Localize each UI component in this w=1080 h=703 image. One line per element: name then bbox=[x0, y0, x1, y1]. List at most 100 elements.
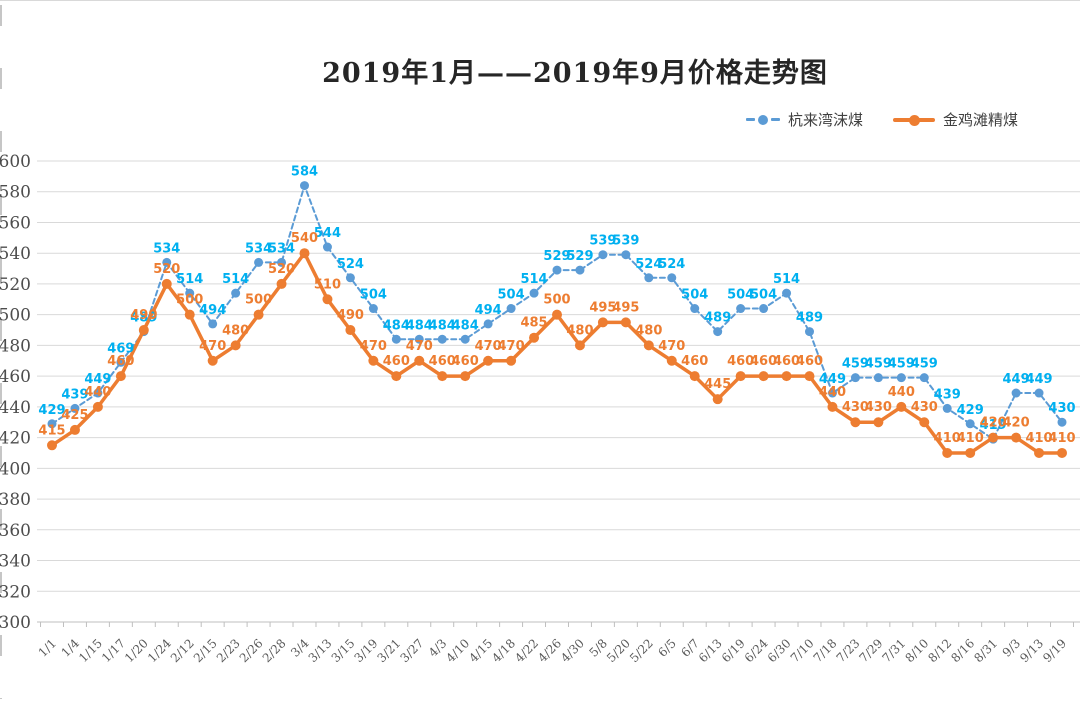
svg-text:540: 540 bbox=[291, 231, 318, 246]
svg-text:540: 540 bbox=[0, 244, 31, 264]
svg-text:4/30: 4/30 bbox=[558, 636, 587, 665]
legend-label-jinjitan: 金鸡滩精煤 bbox=[942, 112, 1018, 129]
legend-item-hanglaiwan[interactable]: 杭来湾沫煤 bbox=[745, 109, 863, 130]
svg-text:600: 600 bbox=[0, 152, 31, 172]
svg-text:8/31: 8/31 bbox=[971, 636, 1000, 665]
svg-text:1/17: 1/17 bbox=[99, 636, 128, 665]
svg-text:539: 539 bbox=[612, 234, 639, 249]
svg-text:534: 534 bbox=[268, 241, 295, 256]
svg-text:489: 489 bbox=[796, 311, 823, 326]
svg-text:439: 439 bbox=[61, 387, 88, 402]
svg-text:2/12: 2/12 bbox=[168, 636, 197, 665]
legend: 杭来湾沫煤 金鸡滩精煤 bbox=[745, 109, 1018, 130]
svg-text:459: 459 bbox=[911, 357, 938, 372]
svg-text:459: 459 bbox=[842, 357, 869, 372]
svg-text:504: 504 bbox=[750, 288, 777, 303]
svg-text:504: 504 bbox=[498, 288, 525, 303]
svg-text:430: 430 bbox=[865, 400, 892, 415]
svg-text:9/19: 9/19 bbox=[1040, 636, 1069, 665]
svg-text:514: 514 bbox=[520, 272, 547, 287]
svg-text:524: 524 bbox=[658, 257, 685, 272]
svg-text:489: 489 bbox=[130, 311, 157, 326]
svg-text:494: 494 bbox=[475, 303, 502, 318]
svg-text:410: 410 bbox=[1025, 431, 1052, 446]
svg-text:420: 420 bbox=[0, 429, 31, 449]
svg-text:494: 494 bbox=[199, 303, 226, 318]
svg-text:400: 400 bbox=[0, 459, 31, 479]
svg-text:8/16: 8/16 bbox=[948, 636, 977, 665]
svg-text:4/22: 4/22 bbox=[512, 636, 541, 665]
svg-text:449: 449 bbox=[1003, 372, 1030, 387]
svg-text:490: 490 bbox=[130, 308, 157, 323]
svg-text:7/10: 7/10 bbox=[788, 636, 817, 665]
svg-text:534: 534 bbox=[245, 241, 272, 256]
svg-text:410: 410 bbox=[1048, 431, 1075, 446]
svg-text:484: 484 bbox=[383, 318, 410, 333]
svg-text:380: 380 bbox=[0, 490, 31, 510]
svg-text:489: 489 bbox=[704, 311, 731, 326]
svg-text:495: 495 bbox=[589, 300, 616, 315]
svg-text:449: 449 bbox=[1025, 372, 1052, 387]
legend-label-hanglaiwan: 杭来湾沫煤 bbox=[787, 112, 863, 129]
series-1-labels: 4154254404604905205004704805005205405104… bbox=[38, 231, 1075, 446]
svg-text:480: 480 bbox=[566, 323, 593, 338]
svg-text:7/23: 7/23 bbox=[834, 636, 863, 665]
svg-text:460: 460 bbox=[796, 354, 823, 369]
svg-text:5/20: 5/20 bbox=[604, 636, 633, 665]
svg-text:3/21: 3/21 bbox=[374, 636, 403, 665]
solid-line-marker-icon bbox=[892, 114, 935, 126]
svg-text:484: 484 bbox=[452, 318, 479, 333]
svg-text:514: 514 bbox=[773, 272, 800, 287]
dashed-line-marker-icon bbox=[745, 114, 780, 125]
svg-text:470: 470 bbox=[199, 339, 226, 354]
svg-text:440: 440 bbox=[819, 385, 846, 400]
svg-text:3/27: 3/27 bbox=[397, 636, 426, 665]
svg-text:9/13: 9/13 bbox=[1017, 636, 1046, 665]
svg-text:7/29: 7/29 bbox=[857, 636, 886, 665]
svg-text:445: 445 bbox=[704, 377, 731, 392]
svg-text:2/26: 2/26 bbox=[237, 636, 266, 665]
x-axis-ticks bbox=[40, 622, 1074, 627]
svg-text:529: 529 bbox=[543, 249, 570, 264]
legend-item-jinjitan[interactable]: 金鸡滩精煤 bbox=[892, 109, 1018, 130]
svg-text:8/12: 8/12 bbox=[925, 636, 954, 665]
svg-text:460: 460 bbox=[727, 354, 754, 369]
svg-text:560: 560 bbox=[0, 213, 31, 233]
svg-text:529: 529 bbox=[566, 249, 593, 264]
svg-text:580: 580 bbox=[0, 183, 31, 203]
svg-text:459: 459 bbox=[888, 357, 915, 372]
svg-text:320: 320 bbox=[0, 582, 31, 602]
svg-text:429: 429 bbox=[957, 403, 984, 418]
svg-text:2/28: 2/28 bbox=[260, 636, 289, 665]
chart-title[interactable]: 2019年1月——2019年9月价格走势图 bbox=[322, 58, 828, 89]
svg-text:439: 439 bbox=[934, 387, 961, 402]
svg-text:500: 500 bbox=[0, 306, 31, 326]
svg-text:430: 430 bbox=[1048, 401, 1075, 416]
svg-text:7/31: 7/31 bbox=[879, 636, 908, 665]
svg-text:4/15: 4/15 bbox=[466, 636, 495, 665]
svg-text:480: 480 bbox=[635, 323, 662, 338]
svg-text:4/10: 4/10 bbox=[443, 636, 472, 665]
svg-text:3/19: 3/19 bbox=[352, 636, 381, 665]
svg-text:6/30: 6/30 bbox=[765, 636, 794, 665]
svg-text:514: 514 bbox=[222, 272, 249, 287]
svg-text:470: 470 bbox=[658, 339, 685, 354]
svg-text:459: 459 bbox=[865, 357, 892, 372]
svg-text:584: 584 bbox=[291, 165, 318, 180]
svg-text:430: 430 bbox=[911, 400, 938, 415]
svg-text:440: 440 bbox=[0, 398, 31, 418]
svg-text:470: 470 bbox=[360, 339, 387, 354]
svg-text:415: 415 bbox=[38, 423, 65, 438]
svg-text:470: 470 bbox=[406, 339, 433, 354]
svg-text:300: 300 bbox=[0, 613, 31, 633]
svg-text:1/15: 1/15 bbox=[76, 636, 105, 665]
sheet-edge-gridmarks bbox=[0, 5, 2, 699]
svg-text:6/24: 6/24 bbox=[742, 636, 771, 665]
svg-text:480: 480 bbox=[222, 323, 249, 338]
svg-text:504: 504 bbox=[681, 288, 708, 303]
svg-text:520: 520 bbox=[153, 262, 180, 277]
svg-text:340: 340 bbox=[0, 552, 31, 572]
svg-text:430: 430 bbox=[842, 400, 869, 415]
